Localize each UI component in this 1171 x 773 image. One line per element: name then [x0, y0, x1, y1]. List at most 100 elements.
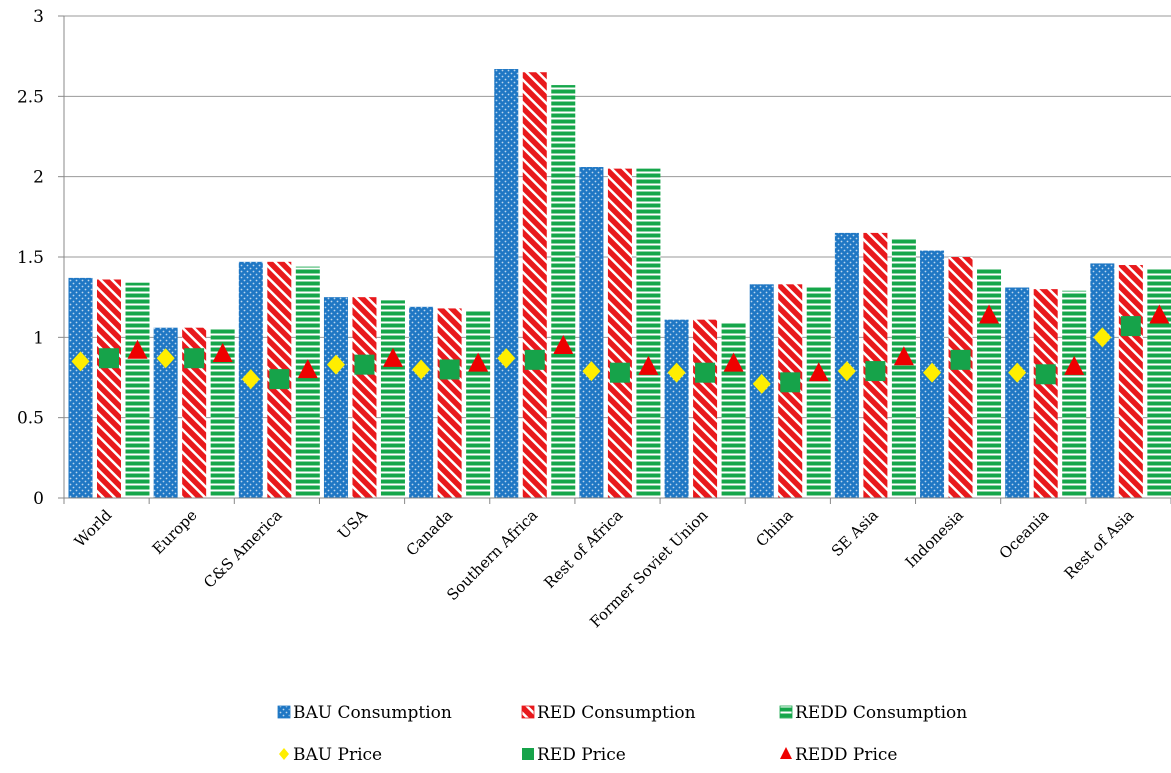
legend-item-red-consumption: RED Consumption: [521, 703, 696, 723]
bar-redd-consumption-southern-africa: [551, 85, 576, 498]
bar-bau-consumption-southern-africa: [494, 69, 519, 499]
legend-item-redd-consumption: REDD Consumption: [779, 703, 967, 723]
marker-redd-price-rest-of-africa: [638, 355, 659, 375]
y-tick-label: 2.5: [17, 87, 44, 107]
bar-red-consumption-oceania: [1033, 289, 1058, 498]
marker-redd-price-southern-africa: [553, 334, 574, 354]
x-tick-label: Oceania: [996, 506, 1053, 563]
x-tick-label: World: [71, 506, 116, 551]
x-tick-label: Canada: [403, 506, 456, 559]
bar-red-consumption-canada: [437, 308, 462, 498]
marker-bau-price-rest-of-africa: [582, 361, 601, 382]
marker-redd-price-rest-of-asia: [1149, 304, 1170, 324]
marker-redd-price-world: [127, 339, 148, 359]
x-tick-label: Rest of Asia: [1061, 506, 1138, 583]
x-axis-category-labels: World Europe C&S America USA CanadaSouthern …: [71, 506, 1137, 631]
bars: [68, 69, 1171, 499]
bar-redd-consumption-former-soviet-union: [721, 322, 746, 498]
bar-redd-consumption-china: [806, 287, 831, 498]
legend-swatch-redd-consumption: [779, 705, 793, 719]
legend-label: REDD Consumption: [795, 703, 967, 723]
marker-redd-price-indonesia: [979, 304, 1000, 324]
marker-redd-price-cands-america: [297, 359, 318, 379]
marker-red-price-oceania: [1035, 364, 1056, 385]
x-tick-label: C&S America: [200, 506, 286, 592]
marker-red-price-world: [99, 348, 119, 369]
legend-item-bau-price: BAU Price: [279, 745, 382, 765]
bar-redd-consumption-canada: [466, 310, 491, 498]
marker-redd-price-former-soviet-union: [723, 352, 744, 372]
legend-swatch-red-consumption: [521, 705, 535, 719]
bar-red-consumption-usa: [352, 297, 377, 498]
marker-red-price-rest-of-africa: [609, 362, 630, 383]
bar-bau-consumption-oceania: [1005, 287, 1030, 498]
bar-redd-consumption-cands-america: [295, 266, 320, 498]
marker-bau-price-oceania: [1008, 362, 1027, 383]
legend-swatch-redd-price: [780, 747, 792, 759]
y-tick-label: 0.5: [17, 409, 44, 429]
bar-redd-consumption-rest-of-africa: [636, 168, 661, 498]
axes: [63, 16, 1171, 504]
x-tick-label: Europe: [149, 506, 201, 558]
bar-red-consumption-rest-of-asia: [1118, 265, 1143, 498]
marker-red-price-rest-of-asia: [1120, 316, 1141, 337]
bar-red-consumption-rest-of-africa: [607, 168, 632, 498]
bar-red-consumption-former-soviet-union: [693, 319, 718, 498]
y-tick-label: 3: [33, 7, 44, 27]
legend-swatch-bau-consumption: [277, 705, 291, 719]
bar-bau-consumption-canada: [409, 306, 434, 498]
marker-red-price-indonesia: [950, 349, 971, 370]
bar-bau-consumption-rest-of-africa: [579, 167, 604, 498]
bar-red-consumption-world: [97, 279, 121, 498]
marker-bau-price-china: [752, 373, 771, 394]
legend-swatch-red-price: [522, 748, 534, 760]
bar-red-consumption-indonesia: [948, 257, 973, 498]
marker-bau-price-canada: [412, 359, 431, 380]
x-tick-label: SE Asia: [828, 506, 882, 560]
legend-label: BAU Price: [293, 745, 382, 765]
legend-label: RED Consumption: [537, 703, 696, 723]
x-tick-label: Southern Africa: [443, 506, 541, 604]
x-tick-label: USA: [334, 506, 371, 543]
bar-red-consumption-southern-africa: [522, 72, 547, 498]
marker-red-price-former-soviet-union: [695, 362, 716, 383]
marker-bau-price-usa: [326, 354, 345, 375]
marker-red-price-usa: [354, 354, 375, 375]
legend-label: BAU Consumption: [293, 703, 452, 723]
marker-bau-price-indonesia: [923, 362, 942, 383]
bar-bau-consumption-usa: [323, 297, 348, 498]
legend-item-redd-price: REDD Price: [780, 745, 897, 765]
legend-swatch-bau-price: [279, 748, 289, 760]
marker-bau-price-world: [71, 351, 90, 372]
marker-red-price-se-asia: [865, 361, 886, 382]
x-tick-label: Indonesia: [902, 506, 967, 571]
bar-redd-consumption-se-asia: [891, 239, 916, 498]
marker-red-price-europe: [184, 348, 205, 369]
marker-redd-price-canada: [468, 352, 489, 372]
y-tick-label: 2: [33, 168, 44, 188]
marker-bau-price-cands-america: [241, 369, 260, 390]
marker-redd-price-europe: [212, 343, 233, 363]
bar-redd-consumption-oceania: [1062, 290, 1087, 498]
price-markers: [71, 304, 1170, 394]
marker-redd-price-china: [808, 362, 829, 382]
bar-bau-consumption-rest-of-asia: [1090, 263, 1115, 498]
marker-bau-price-europe: [156, 348, 175, 369]
y-tick-label: 1.5: [17, 248, 44, 268]
legend-label: REDD Price: [795, 745, 897, 765]
marker-red-price-cands-america: [269, 369, 290, 390]
x-tick-label: China: [752, 506, 796, 550]
y-tick-label: 1: [33, 328, 44, 348]
legend-label: RED Price: [537, 745, 626, 765]
marker-redd-price-usa: [382, 347, 403, 367]
marker-bau-price-southern-africa: [497, 348, 516, 369]
bar-bau-consumption-world: [68, 277, 93, 498]
marker-bau-price-rest-of-asia: [1093, 327, 1112, 348]
marker-red-price-canada: [439, 359, 460, 380]
bar-redd-consumption-world: [125, 282, 150, 498]
bar-redd-consumption-indonesia: [977, 268, 1002, 498]
legend-item-bau-consumption: BAU Consumption: [277, 703, 452, 723]
legend-item-red-price: RED Price: [522, 745, 626, 765]
x-tick-label: Rest of Africa: [540, 506, 626, 592]
legend: BAU Consumption RED Consumption REDD Consu…: [277, 703, 967, 765]
